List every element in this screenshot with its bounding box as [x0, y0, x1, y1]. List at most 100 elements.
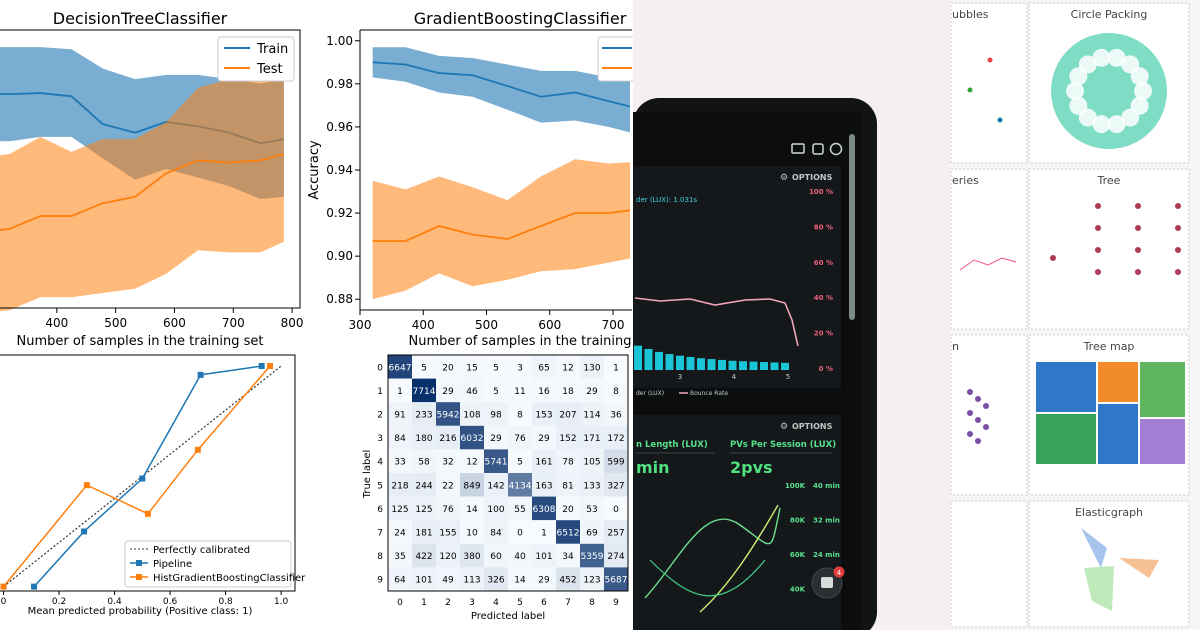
chart-title: DecisionTreeClassifier	[53, 9, 228, 28]
bar	[644, 349, 653, 370]
cell-value: 69	[586, 529, 598, 539]
options-button[interactable]: OPTIONS	[792, 173, 833, 182]
cell-value: 6308	[533, 505, 556, 515]
card-title: Tree	[1097, 174, 1121, 187]
cell-value: 6512	[557, 529, 580, 539]
matrix-cell	[388, 378, 412, 403]
row-label: 9	[377, 576, 383, 586]
bar	[686, 356, 695, 370]
matrix-cell	[580, 425, 604, 450]
scatter-dot	[983, 424, 989, 430]
dashboard-photo: ⚙ OPTIONS der (LUX): 1.031s 100 % 80 % 60 …	[633, 0, 950, 630]
card-title: ubbles	[952, 8, 989, 21]
monitor-icon[interactable]	[791, 143, 805, 154]
treemap-block	[1098, 404, 1138, 464]
legend-pipeline: Pipeline	[153, 559, 192, 570]
y-tick-label: 0.96	[326, 120, 353, 134]
bar	[697, 358, 705, 370]
cell-value: 98	[490, 411, 502, 421]
cell-value: 233	[415, 411, 432, 421]
graph-cluster	[1081, 528, 1107, 568]
cell-value: 163	[535, 481, 552, 491]
circle-pack-node	[1107, 115, 1126, 134]
load-label: der (LUX): 1.031s	[636, 196, 697, 204]
gallery-card: Elasticgraph	[1028, 500, 1190, 628]
cell-value: 22	[442, 481, 453, 491]
calibration-point	[83, 482, 90, 489]
cell-value: 6647	[389, 363, 412, 373]
scrollbar[interactable]	[849, 134, 855, 320]
calibration-point	[267, 363, 274, 370]
cell-value: 380	[463, 552, 480, 562]
matrix-cell	[436, 543, 460, 568]
gallery-card	[950, 500, 1028, 628]
y-tick-label: 0 %	[819, 365, 833, 373]
bounce-rate-line	[634, 297, 799, 347]
export-icon[interactable]	[812, 143, 824, 155]
bar	[634, 345, 642, 370]
chart-gallery: ubbles Circle Packing eries Tree n Tree map El…	[950, 0, 1200, 630]
cell-value: 218	[391, 481, 408, 491]
cell-value: 6032	[461, 434, 484, 444]
matrix-cell	[604, 567, 628, 591]
row-label: 2	[377, 411, 383, 421]
col-label: 4	[493, 598, 499, 608]
col-label: 5	[517, 598, 523, 608]
cell-value: 153	[535, 411, 552, 421]
circle-pack-node	[1078, 55, 1097, 74]
cell-value: 274	[607, 552, 624, 562]
options-button[interactable]: OPTIONS	[792, 422, 833, 431]
y-tick-label: 1.00	[326, 34, 353, 48]
matrix-cell	[532, 449, 556, 473]
axis-label: 32 min	[813, 517, 840, 525]
tree-node	[1175, 247, 1181, 253]
row-label: 6	[377, 505, 383, 515]
card-frame	[950, 2, 1028, 164]
matrix-cell	[580, 520, 604, 544]
matrix-cell	[532, 355, 556, 379]
cell-value: 101	[535, 552, 552, 562]
x-tick-label: 600	[538, 318, 561, 332]
matrix-cell	[460, 496, 484, 521]
graph-cluster	[1084, 566, 1114, 611]
tree-node	[1175, 203, 1181, 209]
x-tick-label: 5	[786, 373, 790, 381]
cell-value: 35	[394, 552, 405, 562]
card-frame	[950, 168, 1028, 330]
calibration-point	[139, 475, 146, 482]
cell-value: 1	[541, 529, 547, 539]
scatter-dot	[975, 438, 981, 444]
cell-value: 7714	[413, 387, 436, 397]
card-title: Circle Packing	[1071, 8, 1148, 21]
gear-icon[interactable]: ⚙	[780, 173, 788, 183]
cell-value: 33	[394, 458, 405, 468]
matrix-cell	[484, 496, 508, 521]
cell-value: 29	[442, 387, 454, 397]
matrix-cell	[556, 402, 580, 426]
cell-value: 81	[562, 481, 573, 491]
calibration-point	[81, 528, 88, 535]
chart-title: GradientBoostingClassifier	[414, 9, 627, 28]
cell-value: 0	[517, 529, 523, 539]
card-title: eries	[952, 174, 979, 187]
matrix-cell	[556, 567, 580, 591]
cell-value: 12	[466, 458, 477, 468]
cell-value: 152	[559, 434, 576, 444]
cell-value: 5	[493, 387, 499, 397]
matrix-cell	[508, 473, 532, 497]
card-title: n	[952, 340, 959, 353]
cell-value: 120	[439, 552, 456, 562]
matrix-cell	[532, 378, 556, 403]
bubble	[997, 117, 1003, 123]
gear-icon[interactable]: ⚙	[780, 422, 788, 432]
cell-value: 172	[607, 434, 624, 444]
matrix-cell	[532, 543, 556, 568]
help-icon[interactable]	[829, 142, 843, 156]
col-label: 7	[565, 598, 571, 608]
row-label: 7	[377, 529, 383, 539]
cell-value: 216	[439, 434, 456, 444]
matrix-cell	[604, 402, 628, 426]
circle-pack-node	[1107, 48, 1126, 67]
cell-value: 327	[607, 481, 624, 491]
series-line-test	[372, 209, 630, 242]
